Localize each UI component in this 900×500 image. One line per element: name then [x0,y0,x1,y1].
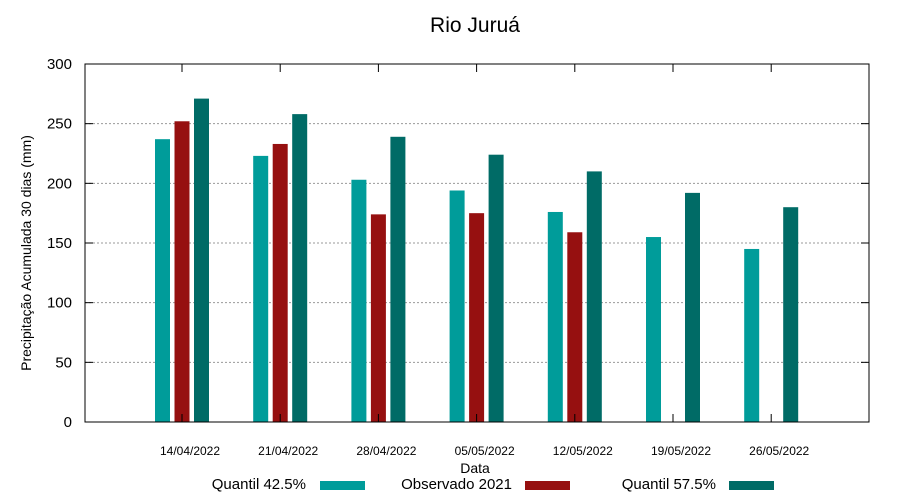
legend-label-0: Quantil 42.5% [212,476,306,493]
x-tick-label: 28/04/2022 [356,444,416,458]
x-axis-ticks: 14/04/2022 21/04/2022 28/04/2022 05/05/2022… [160,64,810,458]
y-tick-label: 150 [47,235,72,252]
bar-6-2 [783,207,799,422]
bar-3-1 [469,213,485,422]
bar-0-2 [194,98,209,423]
x-tick-label: 12/05/2022 [553,444,613,458]
legend-swatch-1 [525,481,570,490]
bar-3-0 [449,190,465,422]
x-tick-label: 05/05/2022 [455,444,515,458]
legend: Quantil 42.5% Observado 2021 Quantil 57.5% [212,476,774,493]
x-axis-label: Data [460,460,490,476]
bar-0-0 [155,139,170,422]
bar-2-2 [390,136,406,422]
chart-title: Rio Juruá [430,14,520,37]
bar-4-1 [567,232,583,422]
legend-swatch-2 [729,481,774,490]
legend-swatch-0 [320,481,365,490]
x-tick-label: 19/05/2022 [651,444,711,458]
y-axis-label: Precipitação Acumulada 30 dias (mm) [18,135,34,371]
x-tick-label: 14/04/2022 [160,444,220,458]
y-tick-label: 50 [55,354,72,371]
bar-2-1 [370,214,386,422]
bar-5-0 [646,237,661,422]
y-tick-label: 250 [47,116,72,133]
legend-label-2: Quantil 57.5% [622,476,716,493]
y-axis-ticks: 0 50 100 150 200 250 300 [47,56,869,431]
x-tick-label: 26/05/2022 [749,444,809,458]
bar-3-2 [488,154,504,422]
y-tick-label: 200 [47,175,72,192]
bars [155,98,799,423]
x-tick-label: 21/04/2022 [258,444,318,458]
bar-4-2 [586,171,602,422]
bar-2-0 [351,179,367,422]
bar-1-0 [253,155,269,423]
bar-4-0 [547,211,563,422]
y-tick-label: 300 [47,56,72,73]
y-tick-label: 0 [64,414,72,431]
bar-1-2 [292,114,308,423]
legend-label-1: Observado 2021 [401,476,512,493]
bar-1-1 [272,143,288,422]
bar-0-1 [174,121,190,422]
bar-5-2 [685,192,700,422]
bar-6-0 [744,248,760,422]
y-tick-label: 100 [47,295,72,312]
